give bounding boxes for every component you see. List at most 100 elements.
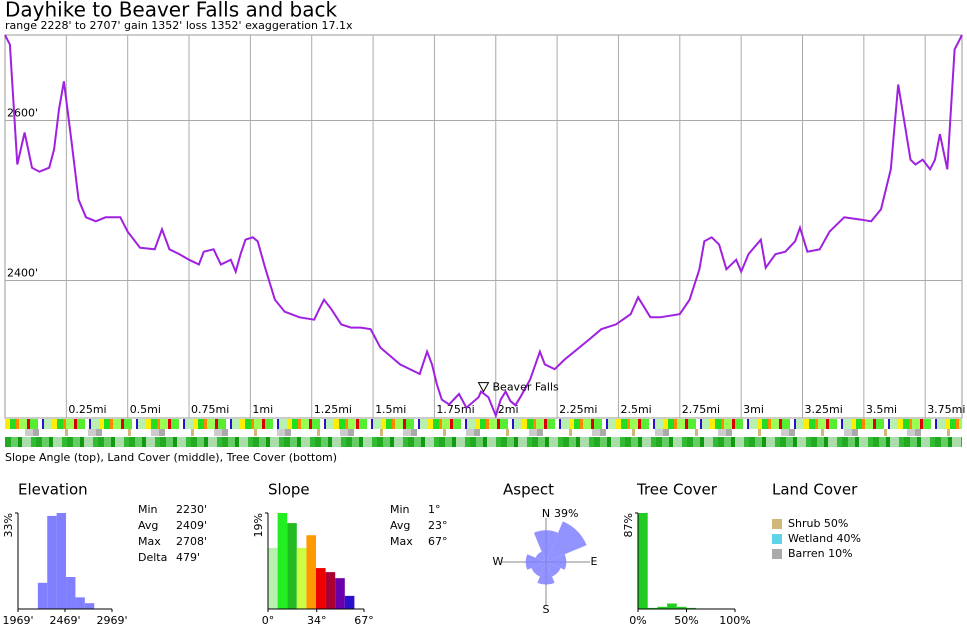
bar xyxy=(344,595,355,609)
bar xyxy=(268,547,278,609)
bar xyxy=(638,513,648,609)
bar xyxy=(316,568,326,609)
annotation: Beaver Falls xyxy=(493,381,560,394)
stat-label: Avg xyxy=(138,519,158,532)
x-tick-label: 2969' xyxy=(96,614,127,627)
rose-sector xyxy=(546,562,561,577)
x-tick-label: 2.75mi xyxy=(682,403,720,416)
x-tick-label: 67° xyxy=(354,614,374,627)
rose-sector xyxy=(535,551,546,562)
panel-title: Land Cover xyxy=(772,481,858,499)
stat-value: 2708' xyxy=(176,535,207,548)
x-tick-label: 0.75mi xyxy=(191,403,229,416)
stat-value: 23° xyxy=(428,519,448,532)
bar xyxy=(47,515,57,609)
bar xyxy=(676,606,687,609)
x-tick-label: 2.5mi xyxy=(620,403,651,416)
bar xyxy=(335,578,345,609)
y-tick-label: 19% xyxy=(252,513,265,537)
bar xyxy=(75,597,85,609)
x-tick-label: 3.5mi xyxy=(866,403,897,416)
stat-label: Max xyxy=(138,535,161,548)
stat-label: Avg xyxy=(390,519,410,532)
x-tick-label: 2469' xyxy=(49,614,80,627)
bar xyxy=(325,572,336,609)
bar xyxy=(306,535,316,609)
y-tick-label: 87% xyxy=(622,513,635,537)
elevation-line xyxy=(4,34,963,419)
panel-title: Elevation xyxy=(18,481,88,499)
rose-sector xyxy=(546,554,567,570)
bar xyxy=(56,513,67,609)
subtitle: range 2228' to 2707' gain 1352' loss 135… xyxy=(5,19,353,32)
bar xyxy=(287,523,297,609)
r-tick-label: 39% xyxy=(554,507,578,520)
legend-label: Wetland 40% xyxy=(788,532,861,545)
y-tick-label: 33% xyxy=(2,513,15,537)
bar xyxy=(66,577,76,609)
x-tick-label: 1mi xyxy=(252,403,273,416)
stat-label: Min xyxy=(138,503,158,516)
x-tick-label: 50% xyxy=(674,614,698,627)
rose-sector xyxy=(533,530,559,562)
direction-label: N xyxy=(542,507,550,520)
rose-sector xyxy=(531,562,546,577)
legend-label: Barren 10% xyxy=(788,547,853,560)
strip-caption: Slope Angle (top), Land Cover (middle), … xyxy=(5,451,337,464)
y-tick-label: 2400' xyxy=(7,266,38,279)
stat-label: Max xyxy=(390,535,413,548)
annotation-marker xyxy=(477,382,490,393)
stat-value: 2409' xyxy=(176,519,207,532)
rose-sector xyxy=(537,562,555,585)
stat-value: 479' xyxy=(176,551,200,564)
direction-label: W xyxy=(493,555,504,568)
tree-cover-strip xyxy=(5,437,962,447)
legend-swatch xyxy=(772,549,782,559)
bar xyxy=(686,607,697,609)
x-tick-label: 3.25mi xyxy=(805,403,843,416)
bar xyxy=(667,603,677,609)
slope-strip xyxy=(5,419,962,429)
x-tick-label: 3mi xyxy=(743,403,764,416)
panel-title: Slope xyxy=(268,481,310,499)
legend-label: Shrub 50% xyxy=(788,517,848,530)
x-tick-label: 2.25mi xyxy=(559,403,597,416)
rose-sector xyxy=(525,554,546,570)
x-tick-label: 1.25mi xyxy=(314,403,352,416)
bar xyxy=(37,582,48,609)
title: Dayhike to Beaver Falls and back xyxy=(5,0,337,22)
x-tick-label: 34° xyxy=(307,614,327,627)
stat-value: 67° xyxy=(428,535,448,548)
bar xyxy=(84,603,95,609)
y-tick-label: 2600' xyxy=(7,107,38,120)
direction-label: E xyxy=(591,555,598,568)
bar xyxy=(277,513,288,609)
x-tick-label: 2mi xyxy=(498,403,519,416)
legend-swatch xyxy=(772,519,782,529)
bar xyxy=(647,607,658,609)
panel-title: Tree Cover xyxy=(636,481,718,499)
direction-label: S xyxy=(543,603,550,616)
stat-value: 1° xyxy=(428,503,441,516)
x-tick-label: 100% xyxy=(719,614,750,627)
x-tick-label: 0% xyxy=(629,614,646,627)
x-tick-label: 0.25mi xyxy=(68,403,106,416)
land-cover-strip xyxy=(5,429,962,436)
x-tick-label: 1969' xyxy=(2,614,33,627)
stat-label: Delta xyxy=(138,551,167,564)
axis xyxy=(637,513,735,610)
plot-frame xyxy=(4,34,963,419)
x-tick-label: 0.5mi xyxy=(130,403,161,416)
stat-label: Min xyxy=(390,503,410,516)
x-tick-label: 0° xyxy=(262,614,275,627)
x-tick-label: 1.5mi xyxy=(375,403,406,416)
x-tick-label: 3.75mi xyxy=(927,403,965,416)
panel-title: Aspect xyxy=(503,481,554,499)
legend-swatch xyxy=(772,534,782,544)
stat-value: 2230' xyxy=(176,503,207,516)
rose-sector xyxy=(546,521,587,562)
bar xyxy=(296,547,307,609)
bar xyxy=(657,606,668,609)
